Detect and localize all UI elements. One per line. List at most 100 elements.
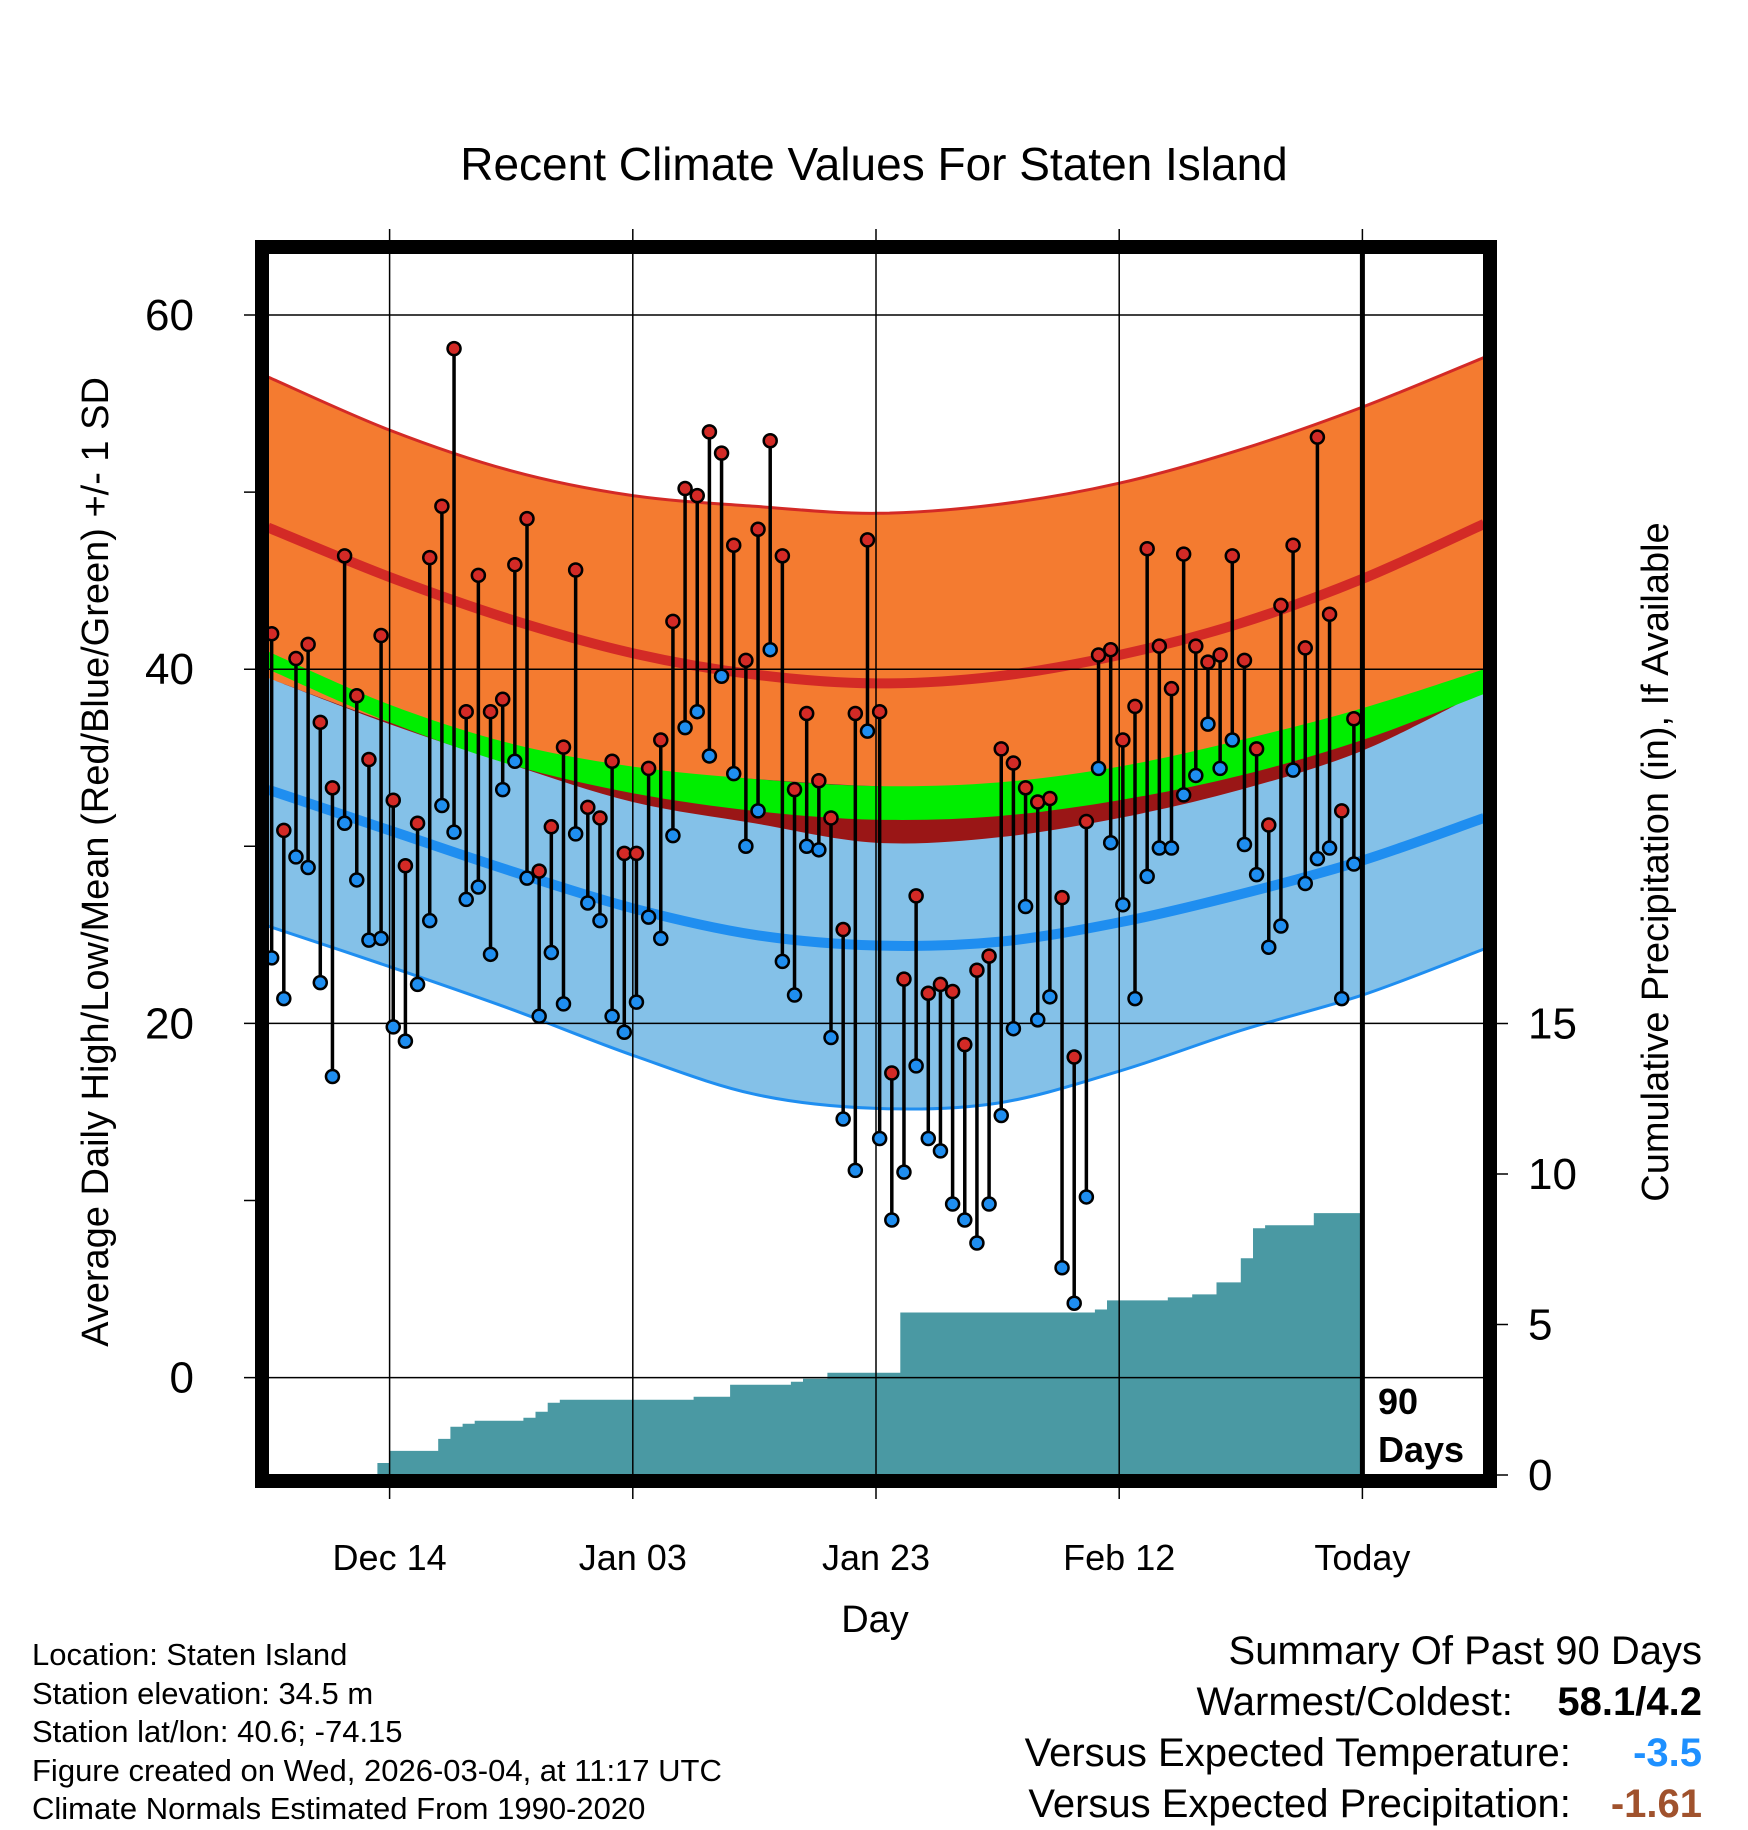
daily-low-point <box>616 1024 633 1040</box>
daily-high-point <box>458 703 474 720</box>
daily-high-point <box>689 487 705 504</box>
daily-low-point <box>1212 760 1228 777</box>
daily-low-point <box>1139 868 1155 885</box>
daily-high-point <box>932 976 949 993</box>
daily-high-point <box>1261 817 1277 833</box>
daily-high-point <box>312 714 329 731</box>
y2-axis-label: Cumulative Precipitation (in), If Availa… <box>1635 522 1677 1201</box>
daily-high-point <box>300 636 316 653</box>
daily-low-point <box>811 842 827 858</box>
daily-low-point <box>1321 840 1338 856</box>
daily-low-point <box>932 1143 949 1159</box>
x-tick-label: Dec 14 <box>333 1537 447 1578</box>
daily-high-point <box>1066 1049 1082 1065</box>
daily-high-point <box>859 532 876 548</box>
daily-high-point <box>1200 654 1216 670</box>
y-tick-label: 60 <box>145 291 194 340</box>
daily-low-point <box>1309 850 1326 867</box>
daily-high-point <box>944 983 961 1000</box>
daily-low-point <box>835 1111 851 1127</box>
summary-warm-cold: Warmest/Coldest: 58.1/4.2 <box>1025 1677 1703 1728</box>
y-tick-label: 40 <box>145 645 194 694</box>
daily-high-point <box>725 537 742 553</box>
daily-high-point <box>835 921 851 938</box>
daily-low-point <box>750 803 766 819</box>
plot-frame <box>255 240 1497 1488</box>
daily-low-point <box>762 641 778 658</box>
daily-high-point <box>361 751 377 768</box>
daily-low-point <box>288 849 304 865</box>
daily-low-point <box>1224 732 1241 748</box>
daily-low-point <box>434 797 450 814</box>
daily-low-point <box>957 1212 973 1228</box>
daily-high-point <box>896 971 912 987</box>
info-normals: Climate Normals Estimated From 1990-2020 <box>32 1791 646 1826</box>
daily-low-point <box>1236 836 1253 853</box>
daily-low-point <box>592 912 608 929</box>
daily-high-point <box>1297 640 1313 656</box>
daily-high-point <box>1127 698 1143 715</box>
daily-high-point <box>957 1036 973 1053</box>
temp-value: -3.5 <box>1633 1731 1702 1775</box>
daily-high-point <box>908 888 924 904</box>
today-days-count: 90 <box>1378 1381 1418 1422</box>
daily-low-point <box>1285 762 1301 778</box>
daily-high-point <box>507 556 523 573</box>
daily-low-point <box>896 1164 912 1180</box>
x-tick-label: Today <box>1314 1537 1410 1578</box>
daily-low-point <box>567 826 584 842</box>
daily-high-point <box>604 753 620 770</box>
daily-high-point <box>1188 638 1204 654</box>
y-tick-label: 20 <box>145 999 194 1048</box>
daily-high-point <box>1346 711 1362 727</box>
daily-high-point <box>397 858 414 874</box>
daily-low-point <box>1273 918 1289 934</box>
daily-high-point <box>434 498 450 515</box>
daily-high-point <box>640 760 657 777</box>
daily-high-point <box>811 773 827 789</box>
daily-low-point <box>324 1068 341 1085</box>
x-tick-label: Feb 12 <box>1063 1537 1175 1578</box>
daily-low-point <box>774 953 791 970</box>
daily-high-point <box>1273 597 1289 614</box>
daily-high-point <box>762 432 778 449</box>
overlap-band <box>268 678 1484 844</box>
summary-temp: Versus Expected Temperature: -3.5 <box>1025 1728 1702 1779</box>
daily-high-point <box>847 705 864 722</box>
summary-panel: Summary Of Past 90 Days Warmest/Coldest:… <box>1025 1626 1702 1830</box>
daily-high-point <box>1236 652 1253 669</box>
daily-low-point <box>1333 990 1350 1007</box>
daily-high-point <box>288 650 304 667</box>
daily-low-point <box>689 703 705 720</box>
y2-tick-label: 15 <box>1528 1000 1577 1049</box>
daily-low-point <box>884 1212 900 1228</box>
daily-low-point <box>677 719 693 736</box>
daily-high-point <box>592 810 608 826</box>
daily-high-point <box>798 705 815 722</box>
daily-low-point <box>580 895 596 911</box>
daily-low-point <box>713 668 730 685</box>
daily-low-point <box>507 753 523 770</box>
x-tick-label: Jan 03 <box>579 1537 687 1578</box>
daily-high-point <box>786 781 803 798</box>
daily-low-point <box>312 974 329 991</box>
daily-low-point <box>555 996 572 1012</box>
daily-low-point <box>531 1008 547 1025</box>
daily-high-point <box>1005 755 1022 771</box>
precip-value: -1.61 <box>1610 1782 1702 1826</box>
daily-high-point <box>920 985 937 1002</box>
daily-low-point <box>1346 856 1362 872</box>
daily-high-point <box>580 799 596 816</box>
daily-low-point <box>628 994 645 1010</box>
x-tick-label: Jan 23 <box>822 1537 930 1578</box>
daily-high-point <box>482 703 499 720</box>
daily-low-point <box>847 1162 864 1179</box>
y2-tick-label: 10 <box>1528 1150 1577 1199</box>
daily-low-point <box>1054 1260 1070 1276</box>
daily-low-point <box>981 1196 997 1212</box>
daily-low-point <box>640 909 657 925</box>
daily-high-point <box>409 815 426 832</box>
x-axis-label: Day <box>841 1599 909 1641</box>
daily-low-point <box>738 838 754 855</box>
